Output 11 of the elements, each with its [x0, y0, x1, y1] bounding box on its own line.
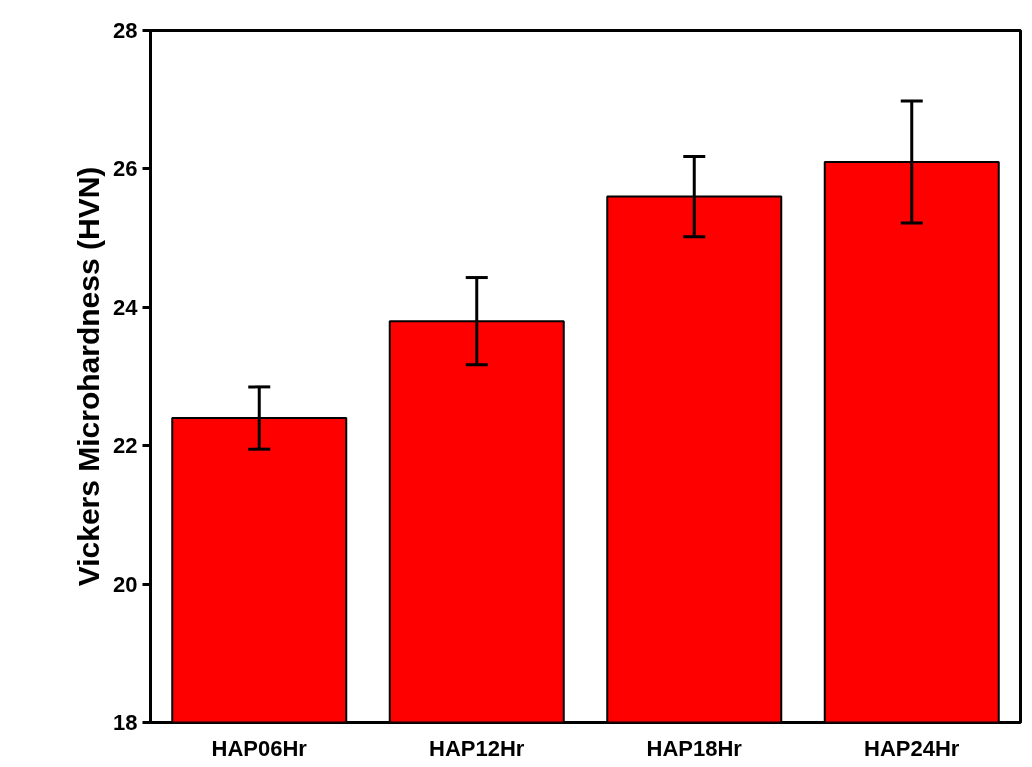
y-tick-label: 26 — [113, 156, 138, 182]
y-tick-label: 28 — [113, 18, 138, 43]
y-tick-label: 20 — [113, 571, 138, 597]
x-tick-label: HAP24Hr — [864, 735, 960, 761]
x-tick-label: HAP06Hr — [211, 735, 308, 761]
x-tick-label: HAP12Hr — [429, 735, 525, 761]
y-tick-label: 24 — [113, 294, 139, 320]
y-axis-title: Vickers Microhardness (HVN) — [72, 166, 106, 587]
y-tick-label: 22 — [113, 433, 138, 459]
x-tick-label: HAP18Hr — [646, 735, 743, 761]
y-tick-label: 18 — [113, 710, 138, 735]
